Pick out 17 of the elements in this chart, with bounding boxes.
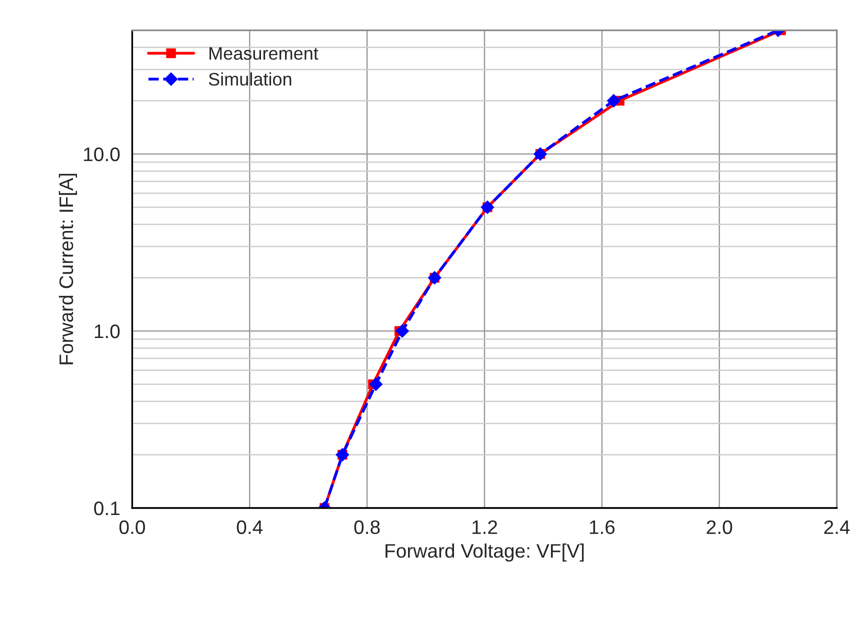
legend-label: Simulation bbox=[208, 72, 292, 86]
x-tick-label: 1.6 bbox=[590, 520, 615, 534]
y-tick-label: 10.0 bbox=[84, 147, 120, 162]
x-tick-label: 2.0 bbox=[706, 520, 732, 534]
point bbox=[607, 94, 620, 108]
legend-label: Measurement bbox=[210, 47, 318, 60]
x-tick-label: 1.2 bbox=[472, 520, 498, 534]
point bbox=[369, 378, 382, 391]
y-tick-label: 1.0 bbox=[94, 324, 120, 338]
x-tick-label: 0.0 bbox=[119, 520, 145, 534]
x-tick-label: 0.8 bbox=[354, 520, 380, 534]
x-tick-label: 2.4 bbox=[824, 520, 850, 534]
x-tick-label: 0.4 bbox=[236, 520, 263, 534]
x-axis-title: Forward Voltage: VF[V] bbox=[386, 543, 584, 562]
y-tick-label: 0.1 bbox=[94, 501, 120, 516]
point bbox=[396, 324, 409, 338]
y-axis-title: Forward Current: IF[A] bbox=[58, 174, 78, 364]
